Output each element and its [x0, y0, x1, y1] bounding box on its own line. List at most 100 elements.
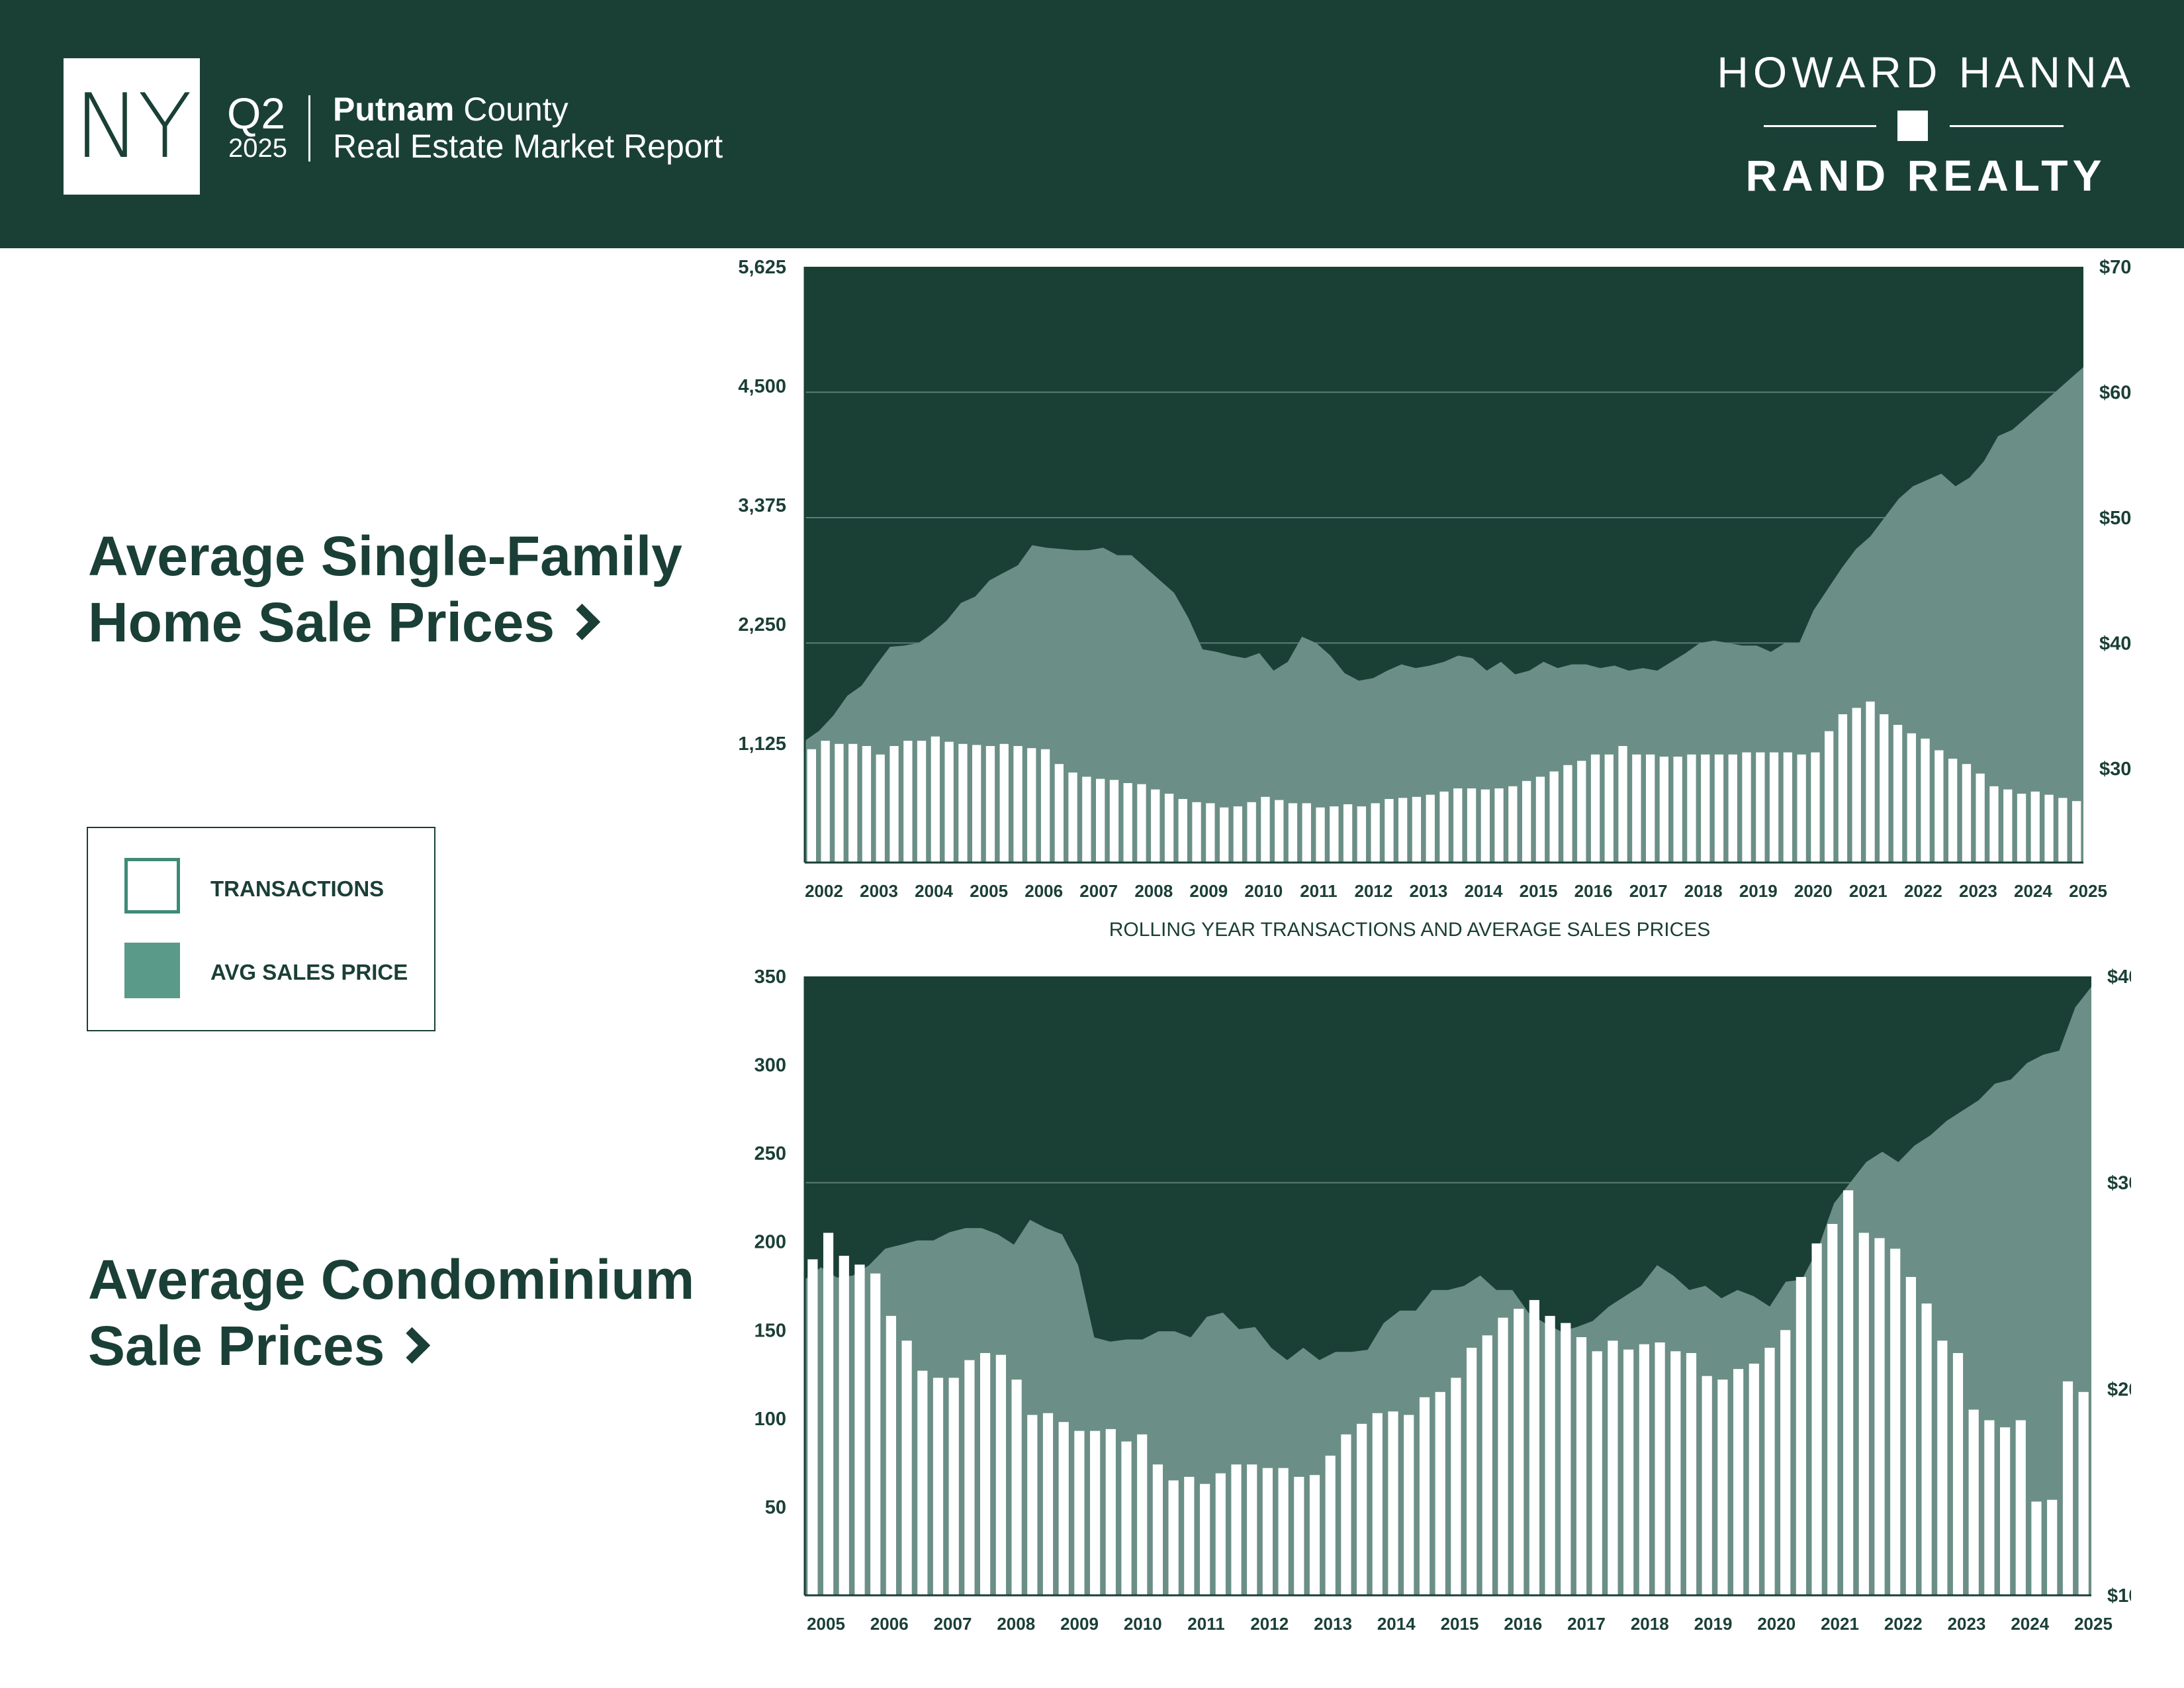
x-tick-label: 2009	[1189, 881, 1228, 900]
transaction-bar	[1288, 803, 1298, 863]
condo-title-line2: Sale Prices	[88, 1313, 694, 1379]
transaction-bar	[821, 741, 830, 863]
x-tick-label: 2002	[805, 881, 843, 900]
left-tick-label: 200	[754, 1232, 786, 1253]
x-tick-label: 2012	[1355, 881, 1393, 900]
transaction-bar	[1082, 776, 1091, 863]
transaction-bar	[1105, 1429, 1116, 1595]
transaction-bar	[2015, 1420, 2026, 1595]
transaction-bar	[1576, 1337, 1587, 1595]
transaction-bar	[1068, 773, 1077, 863]
transaction-bar	[944, 741, 954, 863]
chart-legend: TRANSACTIONS AVG SALES PRICE	[87, 827, 435, 1031]
transaction-bar	[1482, 1335, 1492, 1595]
transaction-bar	[1027, 748, 1036, 863]
transaction-bar	[1357, 1423, 1367, 1595]
quarter-label: Q2	[227, 89, 286, 138]
transaction-bar	[1494, 788, 1504, 863]
right-tick-label: $300K	[2099, 759, 2131, 780]
transaction-bar	[1893, 725, 1903, 863]
transaction-bar	[1838, 714, 1848, 863]
left-tick-label: 350	[754, 966, 786, 988]
x-tick-label: 2023	[1948, 1614, 1986, 1634]
transaction-bar	[1608, 1340, 1618, 1595]
transaction-bar	[1343, 804, 1353, 863]
x-tick-label: 2013	[1314, 1614, 1352, 1634]
x-tick-label: 2013	[1410, 881, 1448, 900]
transaction-bar	[1796, 1277, 1806, 1595]
x-tick-label: 2007	[934, 1614, 972, 1634]
transaction-bar	[1717, 1380, 1728, 1595]
transaction-bar	[1670, 1351, 1681, 1595]
transaction-bar	[901, 1340, 912, 1595]
transaction-bar	[1952, 1353, 1964, 1595]
transaction-bar	[1646, 754, 1655, 863]
brand-name-bottom: RAND REALTY	[1745, 151, 2107, 200]
transaction-bar	[1783, 752, 1792, 863]
x-tick-label: 2015	[1520, 881, 1558, 900]
transaction-bar	[1934, 750, 1944, 863]
x-tick-label: 2005	[970, 881, 1008, 900]
transaction-bar	[2072, 801, 2081, 863]
transaction-bar	[972, 745, 981, 863]
transaction-bar	[2062, 1381, 2073, 1595]
x-tick-label: 2010	[1244, 881, 1283, 900]
transaction-bar	[995, 1354, 1006, 1595]
transaction-bar	[1535, 776, 1545, 863]
brand-square-icon	[1897, 111, 1928, 141]
single-family-chart: 1,125 2,250 3,375 4,500 5,625 $300K $400K $500K…	[738, 257, 2131, 900]
year-label: 2025	[228, 134, 287, 163]
transaction-bar	[1011, 1380, 1022, 1595]
transaction-bar	[1545, 1315, 1555, 1595]
transaction-bar	[1426, 794, 1435, 863]
transaction-bar	[1811, 1243, 1822, 1595]
transaction-bar	[1858, 1233, 1869, 1595]
x-tick-label: 2009	[1060, 1614, 1099, 1634]
header-divider	[308, 95, 310, 162]
transaction-bar	[1316, 807, 1325, 863]
right-tick-label: $400K	[2107, 966, 2131, 988]
transaction-bar	[1247, 1464, 1257, 1595]
transaction-bar	[1866, 701, 1875, 863]
transaction-bar	[2044, 794, 2054, 863]
transaction-bar	[1514, 1309, 1524, 1595]
transaction-bar	[1261, 796, 1270, 863]
transaction-bar	[1027, 1415, 1038, 1595]
transaction-bar	[903, 741, 913, 863]
left-tick-label: 4,500	[738, 376, 786, 397]
transaction-bar	[1040, 749, 1050, 863]
transaction-bar	[1398, 798, 1408, 863]
transaction-bar	[2017, 794, 2026, 863]
right-tick-label: $500K	[2099, 508, 2131, 529]
transaction-bar	[854, 1264, 865, 1595]
legend-swatch-avg-price	[124, 943, 180, 998]
left-tick-label: 5,625	[738, 257, 786, 278]
x-tick-label: 2008	[1134, 881, 1173, 900]
left-tick-label: 300	[754, 1055, 786, 1076]
left-tick-label: 1,125	[738, 733, 786, 755]
condo-chart: 50 100 150 200 250 300 350 $100K $200K $300K $400K…	[754, 966, 2131, 1634]
transaction-bar	[1756, 752, 1765, 863]
transaction-bar	[1687, 754, 1696, 863]
transaction-bar	[1549, 771, 1559, 863]
right-tick-label: $300K	[2107, 1173, 2131, 1194]
transaction-bar	[1215, 1473, 1226, 1595]
x-tick-label: 2012	[1250, 1614, 1289, 1634]
transaction-bar	[1984, 1420, 1995, 1595]
single-family-title-text: Home Sale Prices	[88, 591, 555, 653]
transaction-bar	[999, 743, 1009, 863]
transaction-bar	[1278, 1468, 1289, 1595]
transaction-bar	[1220, 807, 1229, 863]
x-tick-label: 2016	[1574, 881, 1613, 900]
transaction-bar	[1921, 1303, 1932, 1595]
transaction-bar	[1435, 1391, 1445, 1595]
transaction-bar	[862, 746, 872, 863]
transaction-bar	[1206, 803, 1215, 863]
brand-rule-left	[1764, 125, 1876, 127]
transaction-bar	[1989, 786, 1999, 863]
transaction-bar	[1371, 803, 1380, 863]
transaction-bar	[1164, 794, 1174, 863]
legend-swatch-transactions	[124, 858, 180, 914]
county-title: Putnam County	[333, 93, 569, 126]
transaction-bar	[1623, 1349, 1634, 1595]
